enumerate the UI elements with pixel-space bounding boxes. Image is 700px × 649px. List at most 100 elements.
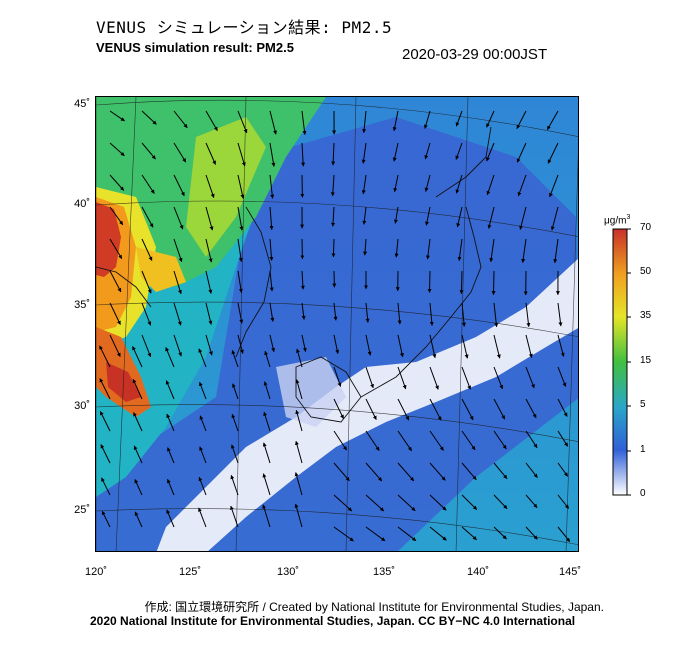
lat-label-45: 45˚ (74, 98, 90, 110)
wind-arrow (429, 334, 437, 359)
wind-arrow (262, 473, 271, 496)
wind-arrow (134, 479, 143, 496)
wind-arrow (166, 413, 175, 432)
wind-arrow (205, 238, 213, 263)
wind-arrow (199, 415, 207, 432)
wind-arrow (141, 174, 155, 194)
wind-arrow (109, 206, 124, 226)
wind-arrow (269, 238, 274, 261)
wind-arrow (101, 477, 111, 496)
wind-arrow (109, 238, 123, 260)
wind-arrow (141, 206, 154, 228)
wind-arrow (109, 334, 121, 358)
wind-arrow (362, 206, 367, 225)
pm25-map (95, 96, 579, 552)
clean-air-band (156, 258, 578, 551)
wind-arrow (429, 366, 439, 390)
wind-arrow (365, 494, 385, 512)
wind-arrow (237, 142, 246, 167)
wind-arrow (294, 472, 303, 496)
wind-arrow (300, 270, 305, 290)
wind-arrow (424, 174, 431, 192)
wind-arrow (269, 110, 277, 135)
wind-arrow (397, 366, 407, 390)
wind-arrow (269, 206, 274, 230)
wind-arrow (365, 398, 377, 420)
wind-arrow (173, 270, 182, 295)
wind-arrow (262, 504, 271, 528)
lat-label-30: 30˚ (74, 400, 90, 412)
wind-arrow (461, 398, 474, 421)
wind-arrow (133, 445, 143, 464)
green-strip (186, 117, 266, 257)
lon-label-140: 140˚ (466, 566, 490, 578)
wind-arrow (424, 142, 431, 160)
wind-arrow (301, 110, 307, 135)
wind-arrow (263, 411, 271, 432)
colorbar-tick-70: 70 (640, 222, 652, 233)
wind-arrow (365, 462, 383, 482)
wind-arrow (392, 142, 399, 162)
wind-arrow (101, 510, 111, 528)
wind-vectors (99, 110, 571, 543)
wind-arrow (269, 270, 274, 292)
wind-arrow (199, 381, 207, 400)
wind-arrow (132, 378, 143, 400)
wind-arrow (456, 206, 463, 228)
title-en: VENUS simulation result: PM2.5 (96, 40, 294, 55)
wind-arrow (525, 526, 538, 540)
wind-arrow (269, 334, 276, 353)
timestamp: 2020-03-29 00:00JST (402, 46, 548, 63)
lon-label-125: 125˚ (178, 566, 202, 578)
wind-arrow (331, 238, 336, 258)
wind-arrow (333, 526, 354, 542)
wind-arrow (333, 494, 353, 512)
wind-arrow (301, 302, 306, 320)
wind-arrow (269, 302, 275, 322)
wind-arrow (295, 379, 303, 400)
wind-arrow (133, 412, 143, 432)
wind-arrow (525, 398, 537, 419)
wind-arrow (455, 142, 463, 160)
wind-arrow (516, 110, 527, 129)
wind-arrow (365, 430, 380, 451)
wind-arrow (397, 334, 404, 358)
wind-arrow (237, 334, 244, 354)
wind-arrow (333, 366, 342, 387)
wind-arrow (205, 174, 215, 198)
title-jp: VENUS シミュレーション結果: PM2.5 (96, 18, 393, 37)
wind-arrow (134, 511, 143, 528)
wind-arrow (173, 302, 182, 326)
wind-arrow (141, 270, 152, 294)
wind-arrow (486, 174, 495, 196)
wind-arrow (173, 110, 188, 129)
colorbar-tick-0: 0 (640, 488, 646, 499)
wind-arrow (546, 110, 559, 131)
wind-arrow (455, 110, 463, 127)
wind-arrow (429, 302, 434, 326)
wind-arrow (461, 302, 466, 327)
wind-arrow (262, 442, 271, 464)
wind-arrow (109, 142, 125, 157)
wind-arrow (331, 206, 336, 227)
wind-arrow (199, 446, 207, 464)
wind-arrow (173, 174, 185, 197)
wind-arrow (237, 270, 243, 293)
wind-arrow (231, 383, 239, 400)
wind-arrow (230, 474, 239, 496)
yellow-patch-mid (136, 247, 186, 292)
wind-arrow (365, 526, 386, 542)
wind-arrow (557, 494, 570, 509)
wind-arrow (486, 142, 495, 162)
wind-arrow (489, 238, 495, 263)
wind-arrow (493, 526, 507, 540)
wind-arrow (397, 494, 416, 512)
wind-arrow (141, 142, 156, 160)
wind-arrow (459, 270, 464, 295)
wind-arrow (557, 366, 567, 387)
wind-arrow (295, 409, 303, 432)
colorbar (612, 228, 631, 496)
wind-arrow (109, 174, 125, 191)
wind-arrow (397, 398, 410, 421)
wind-arrow (294, 503, 303, 528)
